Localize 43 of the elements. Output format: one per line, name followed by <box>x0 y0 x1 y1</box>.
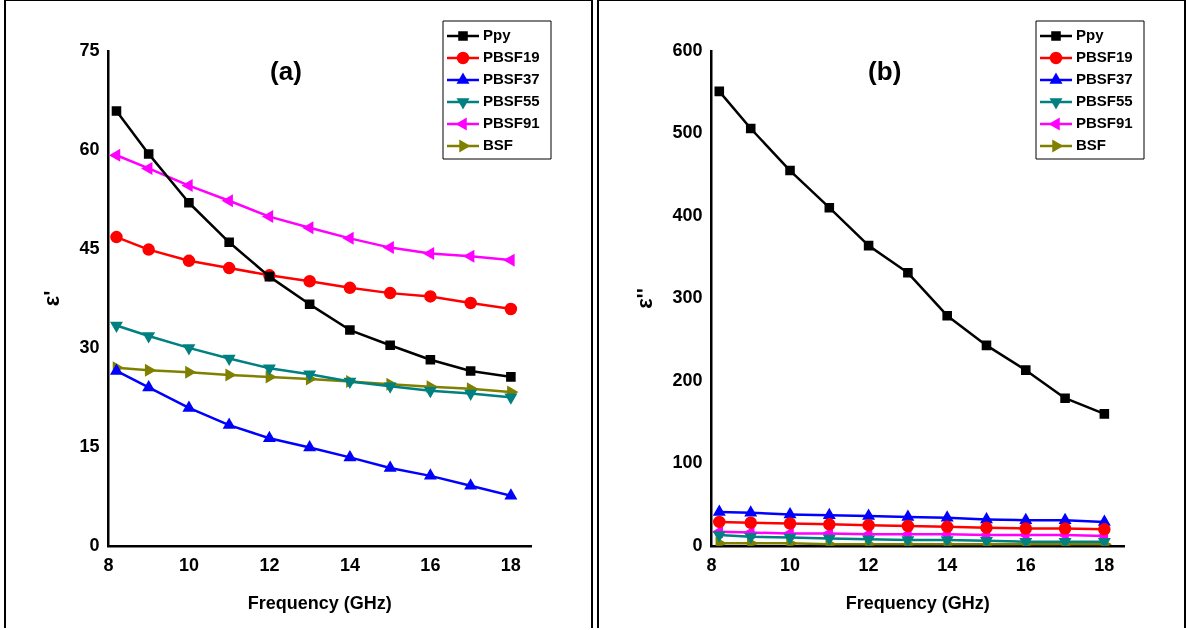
x-tick-label: 16 <box>420 554 441 575</box>
x-tick-label: 18 <box>1094 554 1115 575</box>
x-tick-label: 14 <box>339 554 360 575</box>
legend-label: PBSF91 <box>483 114 540 132</box>
x-tick-label: 16 <box>1015 554 1036 575</box>
y-axis-title: ε'' <box>632 287 658 309</box>
legend-label: PBSF37 <box>483 70 540 88</box>
y-tick-label: 15 <box>79 435 100 456</box>
x-tick-label: 8 <box>103 554 114 575</box>
y-tick-label: 75 <box>79 39 100 60</box>
y-tick-label: 300 <box>672 287 703 308</box>
y-tick-label: 0 <box>692 534 703 555</box>
x-tick-label: 10 <box>178 554 199 575</box>
legend-label: PBSF55 <box>483 92 540 110</box>
annotation: (a) <box>270 56 302 87</box>
legend-label: PBSF91 <box>1076 114 1133 132</box>
legend-label: PBSF19 <box>483 48 540 66</box>
legend-label: BSF <box>1076 136 1106 154</box>
y-tick-label: 400 <box>672 204 703 225</box>
x-axis-title: Frequency (GHz) <box>845 593 990 614</box>
y-tick-label: 60 <box>79 138 100 159</box>
legend-label: BSF <box>483 136 513 154</box>
legend-label: Ppy <box>1076 26 1105 44</box>
x-axis-title: Frequency (GHz) <box>247 593 392 614</box>
y-tick-label: 500 <box>672 122 703 143</box>
legend-label: PBSF55 <box>1076 92 1133 110</box>
x-tick-label: 14 <box>937 554 958 575</box>
x-tick-label: 18 <box>500 554 521 575</box>
legend-label: PBSF19 <box>1076 48 1133 66</box>
x-tick-label: 12 <box>259 554 280 575</box>
y-tick-label: 45 <box>79 237 100 258</box>
legend-label: PBSF37 <box>1076 70 1133 88</box>
y-tick-label: 600 <box>672 39 703 60</box>
y-axis-title: ε' <box>39 290 65 307</box>
y-tick-label: 0 <box>89 534 100 555</box>
x-tick-label: 12 <box>858 554 879 575</box>
y-tick-label: 30 <box>79 336 100 357</box>
x-tick-label: 8 <box>706 554 717 575</box>
x-tick-label: 10 <box>780 554 801 575</box>
y-tick-label: 100 <box>672 452 703 473</box>
legend-label: Ppy <box>483 26 512 44</box>
annotation: (b) <box>868 56 902 87</box>
y-tick-label: 200 <box>672 369 703 390</box>
